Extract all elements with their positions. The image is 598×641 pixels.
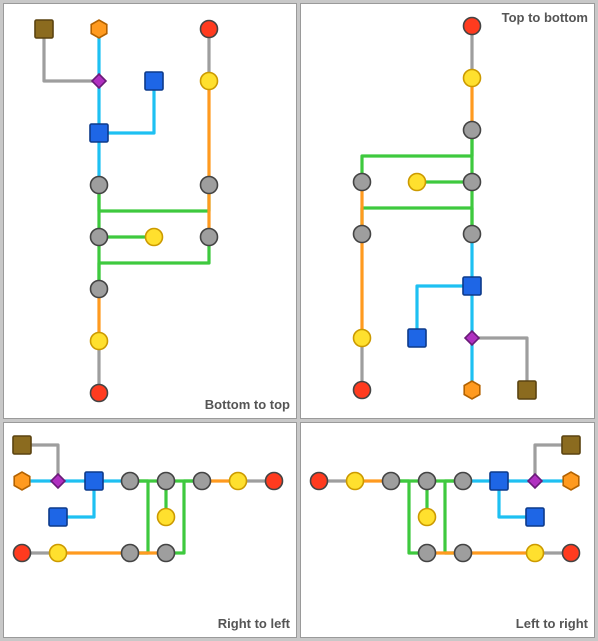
panel-right-to-left: Right to left <box>3 422 297 638</box>
edge-n5_g-n6_g <box>130 481 148 553</box>
node-n6_g <box>201 177 218 194</box>
diagram-svg <box>301 4 594 418</box>
node-n2_g <box>194 473 211 490</box>
node-root <box>464 18 481 35</box>
node-n8_g <box>201 229 218 246</box>
node-n1_y <box>91 333 108 350</box>
node-root <box>266 473 283 490</box>
edge-n5_g-n6_g <box>445 481 463 553</box>
node-n4_y <box>158 509 175 526</box>
node-n1_y <box>464 70 481 87</box>
node-n4_y <box>146 229 163 246</box>
node-n12_bs <box>145 72 163 90</box>
node-n2_g <box>383 473 400 490</box>
node-n3_g <box>419 473 436 490</box>
node-n2_g <box>464 122 481 139</box>
node-n14_bs <box>13 436 31 454</box>
node-n11_d <box>465 331 479 345</box>
node-n5_g <box>464 226 481 243</box>
node-n4_y <box>409 174 426 191</box>
node-n12_bs <box>408 329 426 347</box>
node-n14_bs <box>518 381 536 399</box>
node-n6_g <box>122 545 139 562</box>
panel-label: Bottom to top <box>205 397 290 412</box>
node-n7_bs <box>463 277 481 295</box>
node-n7_bs <box>490 472 508 490</box>
node-n11_d <box>528 474 542 488</box>
node-n1_y <box>347 473 364 490</box>
node-n11_d <box>51 474 65 488</box>
node-n10_r <box>563 545 580 562</box>
node-n9_y <box>527 545 544 562</box>
panel-label: Right to left <box>218 616 290 631</box>
node-n9_y <box>354 330 371 347</box>
edge-n5_g-n6_g <box>362 208 472 234</box>
node-n9_y <box>201 73 218 90</box>
node-root <box>311 473 328 490</box>
node-n14_bs <box>35 20 53 38</box>
node-n2_g <box>91 281 108 298</box>
node-n13_oh <box>563 472 579 490</box>
node-n8_g <box>354 174 371 191</box>
node-n6_g <box>354 226 371 243</box>
node-n10_r <box>201 21 218 38</box>
node-n3_g <box>464 174 481 191</box>
node-n5_g <box>455 473 472 490</box>
node-n8_g <box>419 545 436 562</box>
node-n10_r <box>354 382 371 399</box>
node-n12_bs <box>526 508 544 526</box>
node-n10_r <box>14 545 31 562</box>
node-n7_bs <box>90 124 108 142</box>
node-n3_g <box>91 229 108 246</box>
node-n6_g <box>455 545 472 562</box>
panel-label: Left to right <box>516 616 588 631</box>
node-root <box>91 385 108 402</box>
panel-bottom-to-top: Bottom to top <box>3 3 297 419</box>
node-n7_bs <box>85 472 103 490</box>
node-n4_y <box>419 509 436 526</box>
node-n12_bs <box>49 508 67 526</box>
panel-label: Top to bottom <box>502 10 588 25</box>
edge-n5_g-n6_g <box>99 185 209 211</box>
diagram-svg <box>4 4 296 418</box>
node-n1_y <box>230 473 247 490</box>
node-n9_y <box>50 545 67 562</box>
diagram-svg <box>301 423 594 637</box>
node-n5_g <box>91 177 108 194</box>
node-n13_oh <box>14 472 30 490</box>
node-n3_g <box>158 473 175 490</box>
node-n13_oh <box>464 381 480 399</box>
node-n8_g <box>158 545 175 562</box>
panel-left-to-right: Left to right <box>300 422 595 638</box>
node-n14_bs <box>562 436 580 454</box>
panel-top-to-bottom: Top to bottom <box>300 3 595 419</box>
diagram-svg <box>4 423 296 637</box>
node-n11_d <box>92 74 106 88</box>
node-n13_oh <box>91 20 107 38</box>
node-n5_g <box>122 473 139 490</box>
